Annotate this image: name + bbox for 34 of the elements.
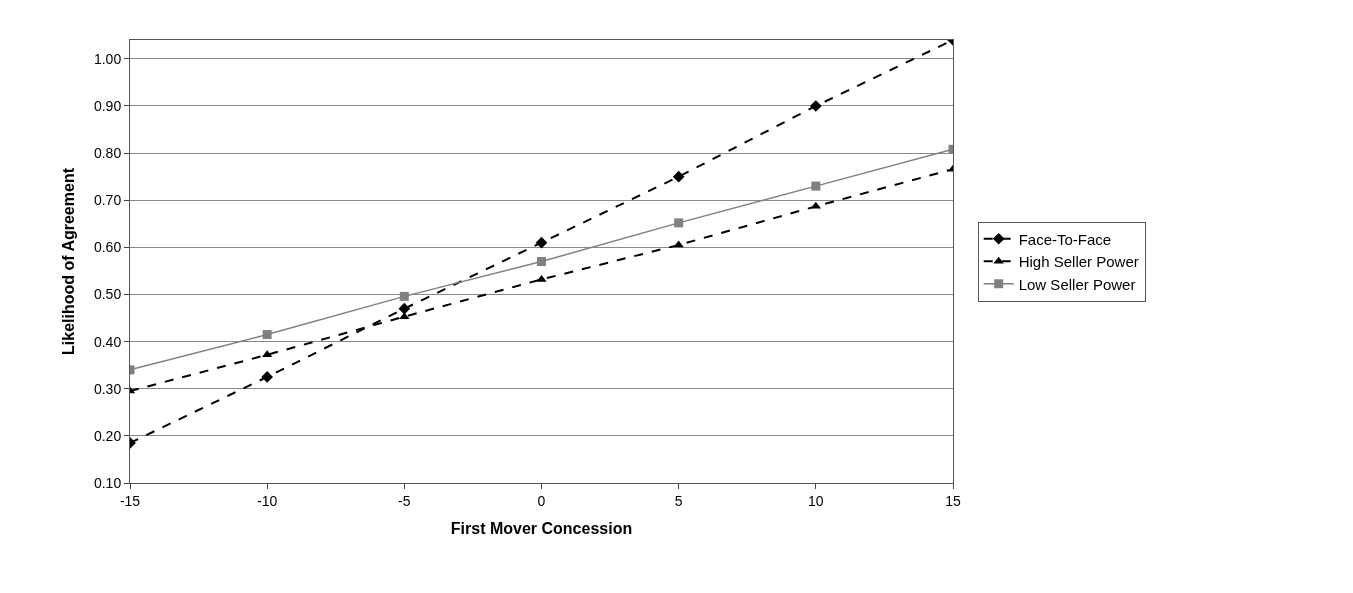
x-tick-label: -5 <box>398 492 411 509</box>
point <box>537 257 546 266</box>
point <box>809 100 822 112</box>
point <box>536 274 547 282</box>
point <box>262 330 272 340</box>
y-tick-label: 0.80 <box>93 145 122 162</box>
point <box>674 218 684 228</box>
y-tick-label: 1.00 <box>93 50 122 67</box>
legend-label: Low Seller Power <box>1018 275 1136 293</box>
y-tick-label: 0.90 <box>93 97 122 114</box>
point <box>811 181 821 191</box>
point <box>672 170 685 183</box>
y-tick-label: 0.20 <box>93 427 122 444</box>
x-tick-label: -15 <box>119 492 141 509</box>
x-tick-label: -10 <box>257 492 278 509</box>
y-tick-label: 0.60 <box>93 239 122 256</box>
point <box>535 236 548 249</box>
x-tick-label: 10 <box>808 492 824 509</box>
x-tick-label: 15 <box>945 492 961 509</box>
x-tick-label: 0 <box>537 492 546 509</box>
y-tick-label: 0.50 <box>93 286 122 303</box>
point <box>261 371 274 383</box>
legend-label: Face-To-Face <box>1018 230 1112 248</box>
point <box>399 291 409 301</box>
y-tick-label: 0.40 <box>93 333 122 350</box>
x-tick-label: 5 <box>674 492 683 509</box>
y-tick-label: 0.10 <box>93 474 122 491</box>
y-tick-label: 0.70 <box>93 192 122 209</box>
legend-label: High Seller Power <box>1018 253 1139 271</box>
point <box>398 302 411 315</box>
x-axis-title: First Mover Concession <box>450 520 633 538</box>
y-axis-title: Likelihood of Agreement <box>59 167 77 355</box>
point <box>673 240 684 248</box>
y-tick-label: 0.30 <box>93 380 122 397</box>
